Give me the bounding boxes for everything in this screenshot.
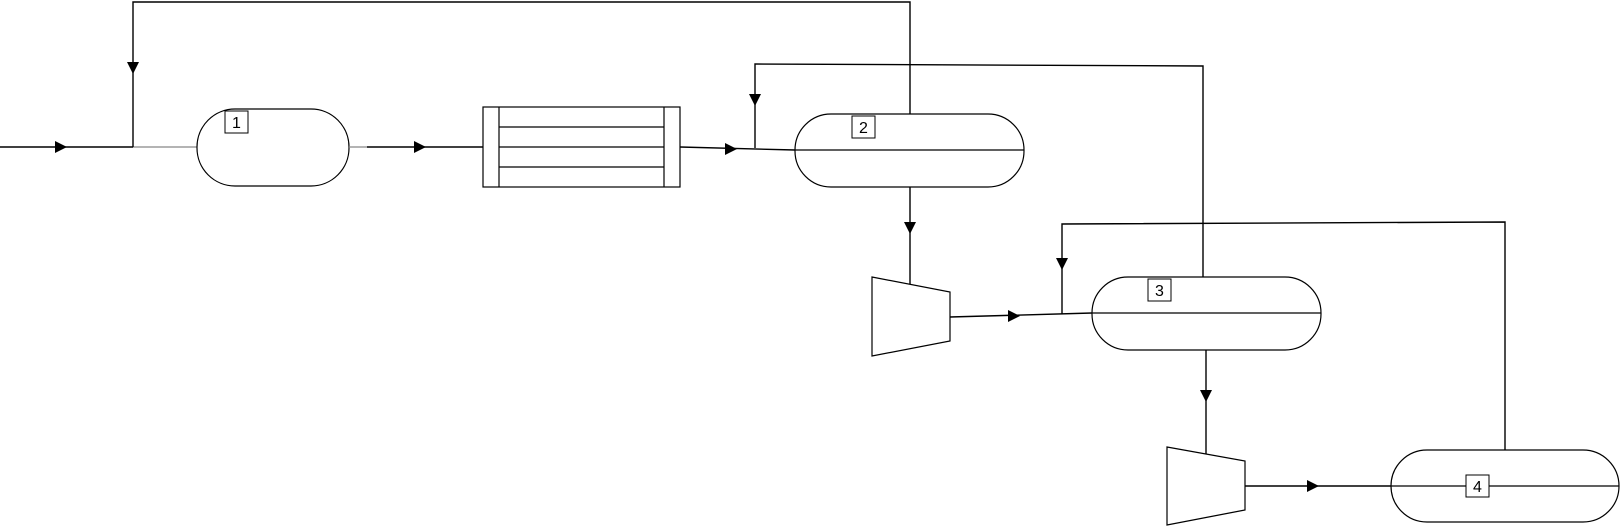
- compressor-1-inlet-arrow: [904, 222, 916, 234]
- vessel-3-inlet-arrow: [1008, 310, 1020, 322]
- recycle-arrow-feed: [127, 62, 139, 74]
- vessel-2-label: 2: [859, 120, 868, 137]
- vessel-4-label-box: [1465, 474, 1490, 498]
- recycle-arrow-2: [749, 94, 761, 106]
- recycle-line-2-to-feed: [132, 1, 911, 147]
- vessel-3-label: 3: [1155, 283, 1164, 300]
- vessel-1-label: 1: [232, 115, 241, 132]
- vessel-1-label-box: [224, 110, 249, 134]
- exchanger-to-vessel-2-line: [679, 146, 796, 151]
- compressor-1-to-vessel-3-line: [949, 312, 1093, 318]
- feed-arrow: [55, 141, 67, 153]
- heat-exchanger: [482, 106, 681, 188]
- compressor-2: [1166, 446, 1246, 526]
- vessel-4-label: 4: [1473, 479, 1482, 496]
- exchanger-inlet-arrow: [414, 141, 426, 153]
- vessel-2-inlet-arrow: [725, 143, 737, 155]
- vessel-2-label-box: [851, 115, 876, 139]
- recycle-arrow-3: [1056, 258, 1068, 270]
- vessel-1: [196, 108, 350, 187]
- compressor-1: [871, 276, 951, 357]
- vessel-3-label-box: [1147, 278, 1172, 302]
- vessel-4-inlet-arrow: [1307, 480, 1319, 492]
- compressor-2-inlet-arrow: [1200, 390, 1212, 402]
